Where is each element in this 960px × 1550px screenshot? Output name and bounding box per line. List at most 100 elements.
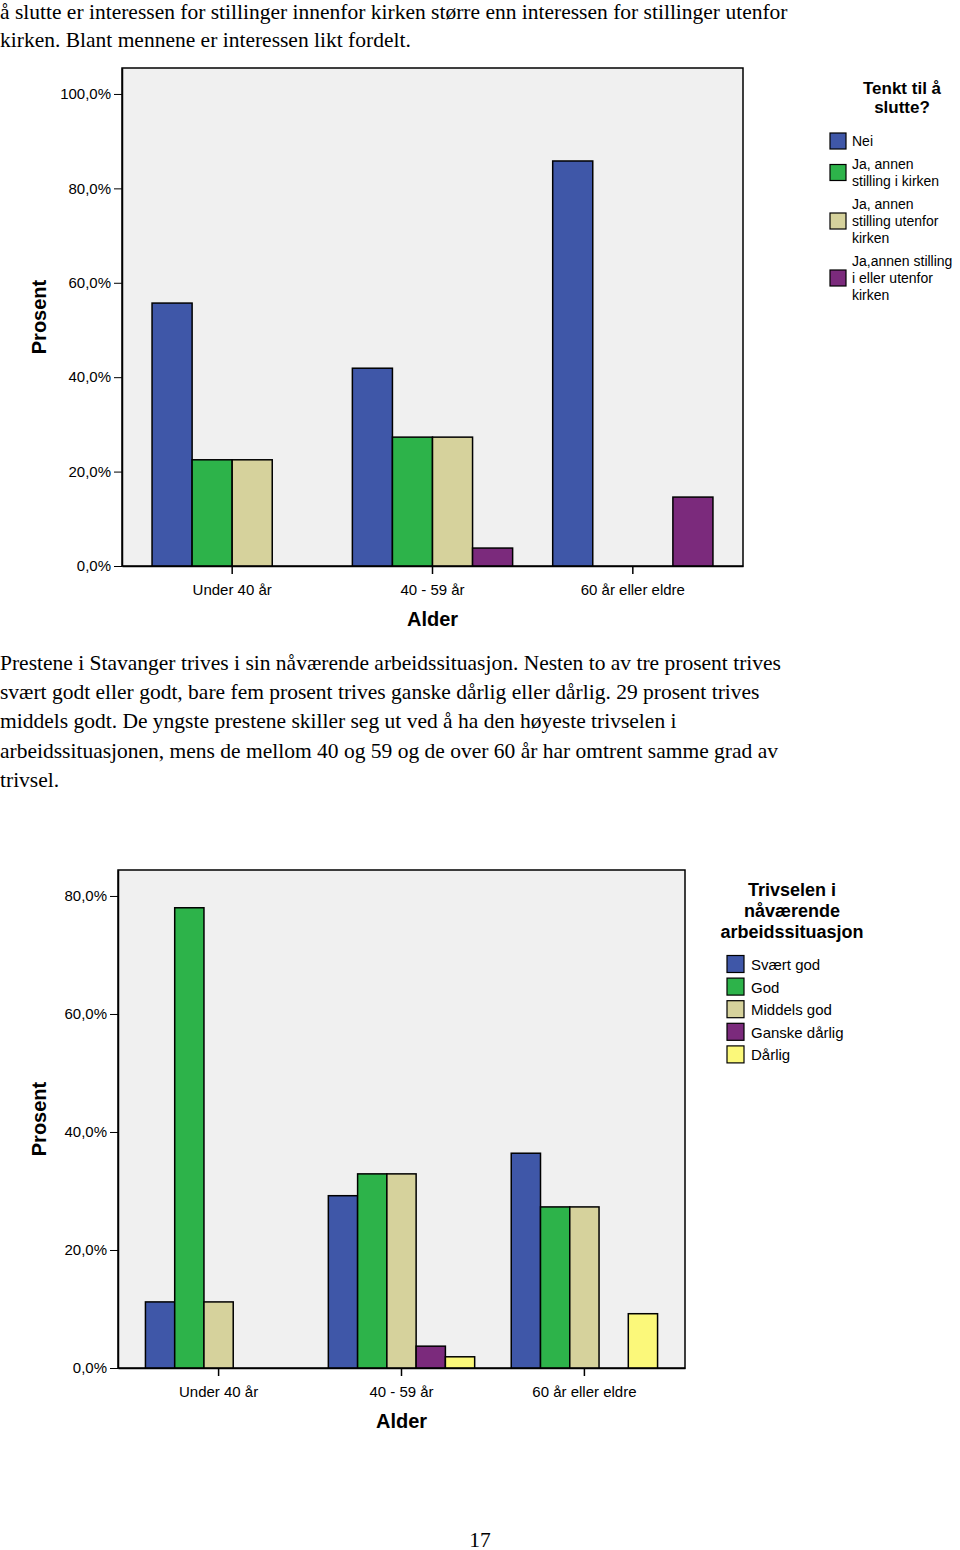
x-tick-mark [401,1368,403,1376]
x-tick-label: 40 - 59 år [369,1383,433,1400]
text-line: Tenkt til å [863,79,942,98]
x-tick-label: 40 - 59 år [400,581,464,598]
text-line: Middels god [751,1001,832,1018]
y-tick-mark [114,283,122,284]
text-line: stilling i kirken [852,173,939,189]
legend-swatch [727,978,744,995]
y-axis: 0,0% 20,0% 40,0% 60,0% 80,0% [64,871,118,1377]
chart: 0,0% 20,0% 40,0% 60,0% 80,0% Under 40 år 40 - … [28,870,864,1432]
page-number: 17 [469,1528,491,1550]
x-tick: 60 år eller eldre [581,566,685,598]
text-line: kirken. Blant mennene er interessen likt… [0,28,411,52]
text-line: Prestene i Stavanger trives i sin nåvære… [0,651,781,675]
text-line: trivsel. [0,768,59,792]
bar [570,1207,599,1368]
y-tick: 60,0% [64,1005,118,1022]
y-tick-label: 20,0% [64,1241,107,1258]
y-tick-label: 80,0% [64,887,107,904]
bars [152,161,713,566]
bar [628,1314,657,1368]
y-tick-mark [110,896,118,897]
y-tick: 40,0% [68,368,122,385]
bar [352,368,392,566]
text-line: kirken [852,230,889,246]
bar [416,1346,445,1368]
page: å slutte er interessen for stillinger in… [0,0,960,1550]
legend-title: Trivselen inåværendearbeidssituasjon [720,880,863,942]
x-tick-label: Under 40 år [179,1383,258,1400]
y-tick-label: 40,0% [64,1123,107,1140]
bar [511,1153,540,1368]
legend: Tenkt til åslutte?NeiJa, annenstilling i… [830,79,952,303]
y-axis-line [118,871,120,1369]
y-tick-mark [114,94,122,95]
legend-swatch [727,1001,744,1018]
y-tick: 80,0% [64,887,118,904]
text-line: God [751,978,779,995]
bar [541,1207,570,1368]
y-tick-mark [110,1132,118,1133]
bar [433,437,473,566]
y-tick: 60,0% [68,274,122,291]
y-axis-title: Prosent [28,1081,50,1156]
legend-label: Svært god [751,956,820,973]
y-tick: 80,0% [68,180,122,197]
x-tick: Under 40 år [179,1368,258,1400]
bar [204,1302,233,1368]
text-block: å slutte er interessen for stillinger in… [0,0,788,52]
bar [192,460,232,566]
y-tick-label: 80,0% [68,180,111,197]
text-line: Svært god [751,956,820,973]
y-tick-mark [114,377,122,378]
legend-swatch [727,1023,744,1040]
y-tick-label: 60,0% [64,1005,107,1022]
y-tick-mark [110,1014,118,1015]
text-line: Dårlig [751,1046,790,1063]
y-tick-mark [110,1368,118,1369]
bar [145,1302,174,1368]
text-line: stilling utenfor [852,213,939,229]
y-tick-mark [114,188,122,189]
x-tick-label: 60 år eller eldre [532,1383,636,1400]
x-tick: 60 år eller eldre [532,1368,636,1400]
bar [445,1357,474,1368]
legend: Trivselen inåværendearbeidssituasjon Svær… [720,880,863,1063]
bar [328,1196,357,1368]
text-line: Ja,annen stilling [852,253,952,269]
plot-frame [122,68,743,566]
text-line: slutte? [874,98,930,117]
bar [392,437,432,566]
y-axis: 0,0%20,0%40,0%60,0%80,0%100,0% [60,69,122,575]
y-tick: 0,0% [73,1359,118,1376]
bar [175,908,204,1368]
x-tick-label: 60 år eller eldre [581,581,685,598]
text-line: arbeidssituasjonen, mens de mellom 40 og… [0,739,778,763]
legend-swatch [830,270,846,286]
text-line: Ganske dårlig [751,1023,844,1040]
x-axis-title: Alder [407,608,458,630]
y-tick: 20,0% [64,1241,118,1258]
y-tick-label: 0,0% [77,557,111,574]
x-tick-mark [231,566,233,574]
text-line: Nei [852,133,873,149]
text-block: Prestene i Stavanger trives i sin nåvære… [0,651,781,792]
y-tick-mark [110,1250,118,1251]
plot-frame [118,870,685,1368]
legend-label: Ja, annenstilling i kirken [852,156,939,189]
y-tick-label: 0,0% [73,1359,107,1376]
text-line: kirken [852,287,889,303]
y-tick-label: 100,0% [60,85,111,102]
bars [145,908,657,1368]
text-line: Ja, annen [852,156,914,172]
legend-title: Tenkt til åslutte? [863,79,942,117]
bar [232,460,272,566]
text-line: Ja, annen [852,196,914,212]
x-tick: 40 - 59 år [369,1368,433,1400]
x-tick-mark [632,566,634,574]
legend-label: Dårlig [751,1046,790,1063]
x-tick-mark [218,1368,220,1376]
y-tick-mark [114,566,122,567]
legend-swatch [830,213,846,229]
y-tick: 100,0% [60,85,122,102]
legend-swatch [830,165,846,181]
